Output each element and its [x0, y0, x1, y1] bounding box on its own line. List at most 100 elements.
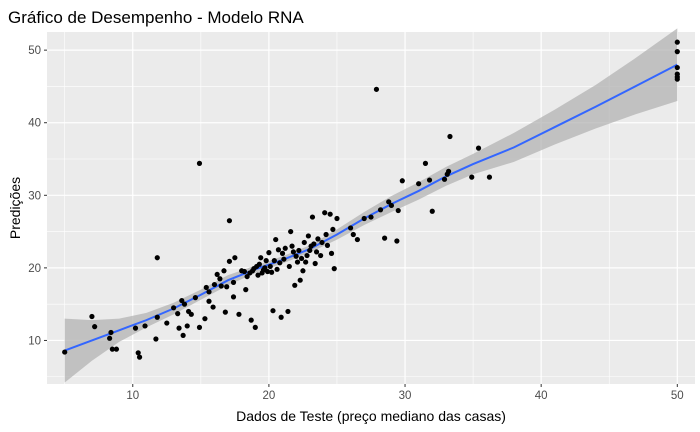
data-point — [184, 323, 190, 329]
data-point — [230, 294, 237, 300]
data-point — [176, 325, 182, 331]
data-point — [263, 258, 269, 264]
x-tick-label: 10 — [126, 390, 139, 402]
data-point — [206, 289, 212, 295]
data-point — [422, 160, 429, 166]
data-point — [312, 260, 318, 267]
data-point — [221, 268, 227, 274]
data-point — [377, 207, 384, 213]
data-point — [296, 247, 302, 254]
data-point — [277, 260, 283, 266]
data-point — [441, 176, 448, 182]
data-point — [171, 305, 177, 311]
y-tick-label: 40 — [28, 118, 41, 130]
y-tick-label: 10 — [28, 335, 41, 347]
data-point — [279, 250, 286, 256]
data-point — [273, 236, 279, 243]
data-point — [278, 314, 284, 320]
data-point — [181, 301, 188, 307]
data-point — [206, 298, 212, 304]
data-point — [285, 308, 291, 315]
data-point — [196, 160, 203, 166]
data-point — [92, 324, 98, 330]
data-point — [154, 314, 160, 320]
data-point — [236, 311, 242, 317]
data-point — [269, 269, 275, 275]
data-point — [469, 174, 475, 180]
data-point — [394, 238, 400, 244]
data-point — [388, 202, 395, 209]
data-point — [334, 215, 340, 222]
data-point — [446, 168, 452, 174]
data-point — [289, 243, 295, 249]
data-point — [108, 329, 114, 336]
data-point — [426, 177, 433, 183]
y-axis-title: Predições — [7, 177, 23, 239]
data-point — [674, 64, 680, 71]
data-point — [318, 252, 324, 259]
data-point — [486, 174, 493, 180]
data-point — [135, 350, 141, 356]
data-point — [214, 271, 220, 278]
data-point — [447, 133, 453, 140]
data-point — [270, 308, 276, 314]
data-point — [304, 252, 310, 259]
x-tick-label: 20 — [263, 390, 276, 402]
x-tick-label: 30 — [399, 390, 412, 402]
data-point — [324, 242, 331, 248]
data-point — [211, 281, 218, 288]
data-point — [243, 287, 249, 293]
data-point — [226, 218, 233, 224]
data-point — [264, 268, 271, 275]
data-point — [275, 247, 282, 253]
data-point — [294, 259, 301, 265]
x-tick-label: 50 — [671, 390, 684, 402]
data-point — [293, 253, 299, 259]
y-tick-label: 20 — [28, 263, 41, 275]
data-point — [327, 211, 333, 217]
data-point — [416, 181, 422, 187]
data-point — [298, 255, 305, 262]
data-point — [256, 261, 262, 267]
data-point — [386, 199, 392, 205]
chart-title: Gráfico de Desempenho - Modelo RNA — [8, 8, 304, 27]
data-point — [142, 323, 148, 329]
data-point — [179, 297, 185, 304]
data-point — [232, 255, 238, 261]
data-point — [309, 214, 316, 220]
data-point — [218, 283, 224, 289]
data-point — [266, 250, 272, 256]
data-point — [89, 313, 95, 320]
data-point — [399, 178, 405, 184]
data-point — [281, 256, 287, 262]
data-point — [222, 309, 228, 315]
data-point — [217, 276, 223, 282]
data-point — [313, 249, 320, 255]
data-point — [180, 332, 186, 338]
data-point — [319, 239, 325, 246]
data-point — [271, 258, 277, 264]
data-point — [674, 39, 680, 45]
x-tick-label: 40 — [535, 390, 548, 402]
data-point — [315, 236, 321, 242]
data-point — [154, 255, 160, 261]
data-point — [303, 259, 309, 265]
data-point — [300, 268, 306, 274]
data-point — [258, 255, 264, 261]
data-point — [311, 241, 317, 247]
data-point — [322, 210, 328, 216]
x-axis-ticks: 10 20 30 40 50 — [126, 384, 684, 402]
data-point — [350, 231, 356, 238]
data-point — [307, 247, 313, 254]
data-point — [62, 349, 68, 355]
data-point — [164, 320, 170, 326]
data-point — [282, 245, 288, 251]
y-tick-label: 50 — [28, 45, 41, 57]
data-point — [674, 49, 680, 55]
data-point — [132, 325, 139, 331]
data-point — [286, 263, 292, 270]
data-point — [202, 316, 208, 322]
data-point — [196, 324, 203, 330]
data-point — [323, 231, 329, 238]
